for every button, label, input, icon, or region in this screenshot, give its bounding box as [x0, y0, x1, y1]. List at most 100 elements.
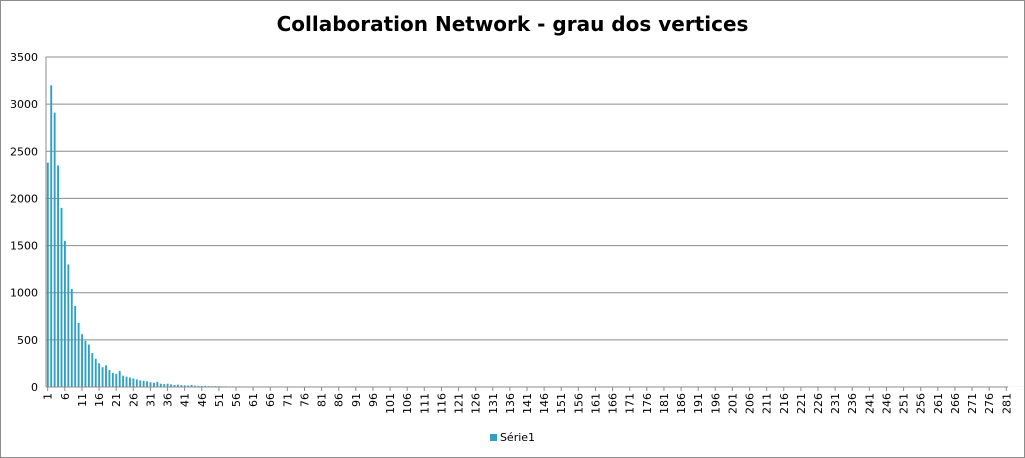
x-tick-label: 136 — [504, 393, 517, 414]
x-tick-label: 6 — [59, 393, 72, 400]
bar — [197, 385, 200, 387]
bar — [159, 383, 162, 387]
x-tick-label: 276 — [983, 393, 996, 414]
bar — [108, 370, 111, 387]
bar — [115, 373, 118, 387]
y-tick-label: 2000 — [10, 192, 38, 205]
y-tick-label: 0 — [31, 381, 38, 394]
bar — [105, 365, 107, 387]
bar — [98, 363, 101, 387]
bar — [190, 384, 193, 387]
bar — [146, 381, 149, 387]
x-tick-label: 261 — [932, 393, 945, 414]
x-axis-ticks: 1 6 11 16 21 26 31 36 41 46 51 56 61 66 71 76 81 86 91 96 10… — [42, 387, 1013, 414]
bar — [135, 379, 138, 387]
x-axis — [45, 57, 1008, 388]
chart-title: Collaboration Network - grau dos vertice… — [276, 12, 749, 36]
x-tick-label: 81 — [316, 393, 329, 407]
x-tick-label: 51 — [213, 393, 226, 407]
x-tick-label: 91 — [350, 393, 363, 407]
bar — [187, 385, 190, 387]
x-tick-label: 121 — [453, 393, 466, 414]
bar — [118, 370, 121, 387]
bar — [176, 384, 179, 387]
x-tick-label: 26 — [127, 393, 140, 407]
x-tick-label: 171 — [624, 393, 637, 414]
x-tick-label: 166 — [607, 393, 620, 414]
y-tick-label: 3500 — [10, 51, 38, 64]
x-tick-label: 106 — [401, 393, 414, 414]
bar — [77, 322, 80, 387]
x-tick-label: 126 — [470, 393, 483, 414]
bar — [139, 380, 142, 387]
x-tick-label: 131 — [487, 393, 500, 414]
bar — [111, 372, 114, 387]
bar — [163, 384, 166, 387]
x-tick-label: 246 — [880, 393, 893, 414]
x-tick-label: 16 — [93, 393, 106, 407]
x-tick-label: 36 — [162, 393, 175, 407]
y-axis-ticks: 0 500 1000 1500 2000 2500 3000 3500 — [10, 51, 38, 394]
x-tick-label: 216 — [778, 393, 791, 414]
y-tick-label: 2500 — [10, 145, 38, 158]
x-tick-label: 206 — [744, 393, 757, 414]
bar — [204, 385, 207, 387]
x-tick-label: 186 — [675, 393, 688, 414]
x-tick-label: 41 — [179, 393, 192, 407]
x-tick-label: 181 — [658, 393, 671, 414]
x-tick-label: 56 — [230, 393, 243, 407]
x-tick-label: 96 — [367, 393, 380, 407]
bar — [142, 380, 145, 387]
bar — [101, 367, 104, 387]
x-tick-label: 71 — [281, 393, 294, 407]
x-tick-label: 161 — [589, 393, 602, 414]
x-tick-label: 31 — [144, 393, 157, 407]
bar — [183, 385, 186, 387]
x-tick-label: 211 — [761, 393, 774, 414]
x-tick-label: 61 — [247, 393, 260, 407]
bar — [53, 112, 56, 387]
bar — [84, 340, 87, 387]
bar — [125, 376, 128, 387]
x-tick-label: 1 — [42, 393, 55, 400]
x-tick-label: 86 — [333, 393, 346, 407]
x-tick-label: 226 — [812, 393, 825, 414]
gridlines — [46, 56, 1008, 341]
bar — [57, 165, 60, 387]
bar — [91, 353, 94, 387]
x-tick-label: 281 — [1000, 393, 1013, 414]
bar — [74, 305, 77, 387]
bar — [94, 358, 97, 387]
legend-label: Série1 — [499, 431, 536, 444]
bar — [129, 377, 131, 387]
x-tick-label: 196 — [709, 393, 722, 414]
x-tick-label: 151 — [555, 393, 568, 414]
bar — [81, 334, 83, 387]
bar — [67, 264, 70, 387]
bar — [152, 382, 155, 387]
x-tick-label: 201 — [726, 393, 739, 414]
y-tick-label: 1500 — [10, 240, 38, 253]
bar — [166, 383, 169, 387]
bar-series — [46, 85, 1025, 388]
x-tick-label: 21 — [110, 393, 123, 407]
x-tick-label: 271 — [966, 393, 979, 414]
bar — [122, 375, 125, 387]
x-tick-label: 76 — [298, 393, 311, 407]
y-tick-label: 1000 — [10, 287, 38, 300]
bar — [180, 385, 183, 387]
bar — [173, 384, 176, 387]
x-tick-label: 241 — [863, 393, 876, 414]
y-tick-label: 3000 — [10, 98, 38, 111]
x-tick-label: 231 — [829, 393, 842, 414]
x-tick-label: 111 — [418, 393, 431, 414]
x-tick-label: 141 — [521, 393, 534, 414]
x-tick-label: 176 — [641, 393, 654, 414]
x-tick-label: 156 — [572, 393, 585, 414]
bar — [60, 207, 63, 387]
x-tick-label: 191 — [692, 393, 705, 414]
x-tick-label: 116 — [435, 393, 448, 414]
bar — [132, 378, 135, 387]
